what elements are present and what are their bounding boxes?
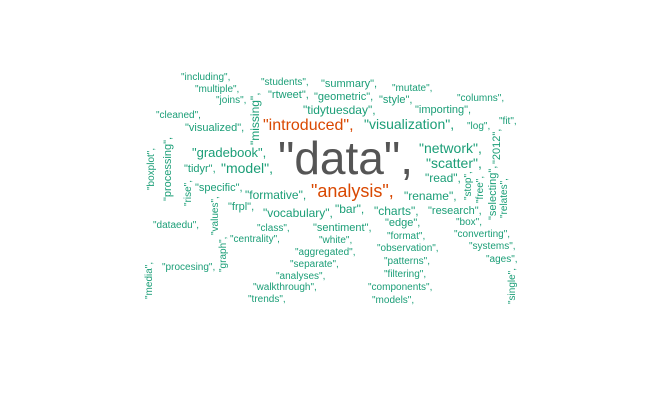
cloud-word: "multiple", bbox=[195, 84, 240, 95]
cloud-word: "cleaned", bbox=[156, 110, 201, 121]
cloud-word: "students", bbox=[261, 77, 309, 88]
cloud-word: "stop", bbox=[463, 171, 474, 200]
cloud-word: "free", bbox=[475, 176, 486, 204]
cloud-word: "2012", bbox=[491, 129, 503, 165]
cloud-word: "boxplot", bbox=[146, 148, 157, 191]
cloud-word: "importing", bbox=[415, 104, 472, 116]
cloud-word: "walkthrough", bbox=[253, 282, 317, 293]
cloud-word: "ages", bbox=[486, 254, 518, 265]
cloud-word: "bar", bbox=[335, 202, 365, 216]
cloud-word: "selecting", bbox=[487, 166, 499, 221]
cloud-word: "rise", bbox=[183, 180, 194, 206]
cloud-word: "frpl", bbox=[228, 201, 255, 213]
cloud-word: "style", bbox=[379, 94, 413, 106]
cloud-word: "patterns", bbox=[384, 256, 431, 267]
cloud-word: "observation", bbox=[377, 243, 439, 254]
cloud-word: "components", bbox=[368, 282, 433, 293]
cloud-word: "aggregated", bbox=[295, 247, 356, 258]
cloud-word: "white", bbox=[319, 235, 353, 246]
cloud-word: "single", bbox=[507, 268, 518, 305]
cloud-word: "scatter", bbox=[426, 155, 482, 171]
cloud-word: "rtweet", bbox=[268, 89, 309, 101]
cloud-word: "gradebook", bbox=[192, 145, 267, 160]
cloud-word: "graph", bbox=[218, 237, 229, 273]
cloud-word: "dataedu", bbox=[153, 220, 200, 231]
cloud-word: "log", bbox=[467, 121, 491, 132]
cloud-word: "introduced", bbox=[263, 117, 354, 134]
cloud-word: "fit", bbox=[499, 116, 517, 127]
cloud-word: "converting", bbox=[454, 229, 511, 240]
cloud-word: "processing", bbox=[162, 137, 174, 202]
cloud-word: "filtering", bbox=[384, 269, 427, 280]
cloud-word: "separate", bbox=[290, 259, 339, 270]
cloud-word: "tidytuesday", bbox=[303, 103, 376, 117]
cloud-word: "read", bbox=[425, 171, 461, 185]
cloud-word: "mutate", bbox=[392, 83, 433, 94]
cloud-word: "summary", bbox=[321, 78, 378, 90]
cloud-word: "joins", bbox=[216, 95, 247, 106]
cloud-word: "vocabulary", bbox=[263, 206, 333, 220]
cloud-word: "visualized", bbox=[185, 122, 245, 134]
cloud-word: "media", bbox=[144, 262, 155, 300]
cloud-word: "analyses", bbox=[276, 271, 326, 282]
cloud-word: "relates", bbox=[499, 178, 510, 218]
cloud-word: "network", bbox=[419, 140, 482, 156]
cloud-word: "class", bbox=[257, 223, 290, 234]
cloud-word: "model", bbox=[221, 160, 273, 176]
cloud-word: "values", bbox=[210, 196, 221, 235]
cloud-word: "analysis", bbox=[311, 181, 394, 201]
cloud-word: "edge", bbox=[385, 217, 421, 229]
cloud-word: "systems", bbox=[469, 241, 516, 252]
cloud-word: "specific", bbox=[195, 182, 243, 194]
cloud-word: "box", bbox=[456, 217, 483, 228]
cloud-word: "procesing", bbox=[162, 262, 216, 273]
cloud-word: "including", bbox=[181, 72, 231, 83]
cloud-word: "tidyr", bbox=[184, 163, 216, 175]
cloud-word: "rename", bbox=[404, 189, 457, 203]
cloud-word: "trends", bbox=[248, 294, 286, 305]
cloud-word: "models", bbox=[372, 295, 415, 306]
cloud-word: "research", bbox=[428, 205, 482, 217]
cloud-word: "formative", bbox=[245, 188, 307, 202]
cloud-word: "visualization", bbox=[364, 116, 455, 132]
cloud-word: "format", bbox=[387, 231, 426, 242]
cloud-word: "data", bbox=[278, 132, 413, 184]
cloud-word: "charts", bbox=[374, 204, 419, 218]
cloud-word: "centrality", bbox=[230, 234, 280, 245]
cloud-word: "columns", bbox=[457, 93, 505, 104]
cloud-word: "missing", bbox=[248, 92, 262, 145]
cloud-word: "sentiment", bbox=[313, 222, 372, 234]
cloud-word: "geometric", bbox=[314, 91, 374, 103]
